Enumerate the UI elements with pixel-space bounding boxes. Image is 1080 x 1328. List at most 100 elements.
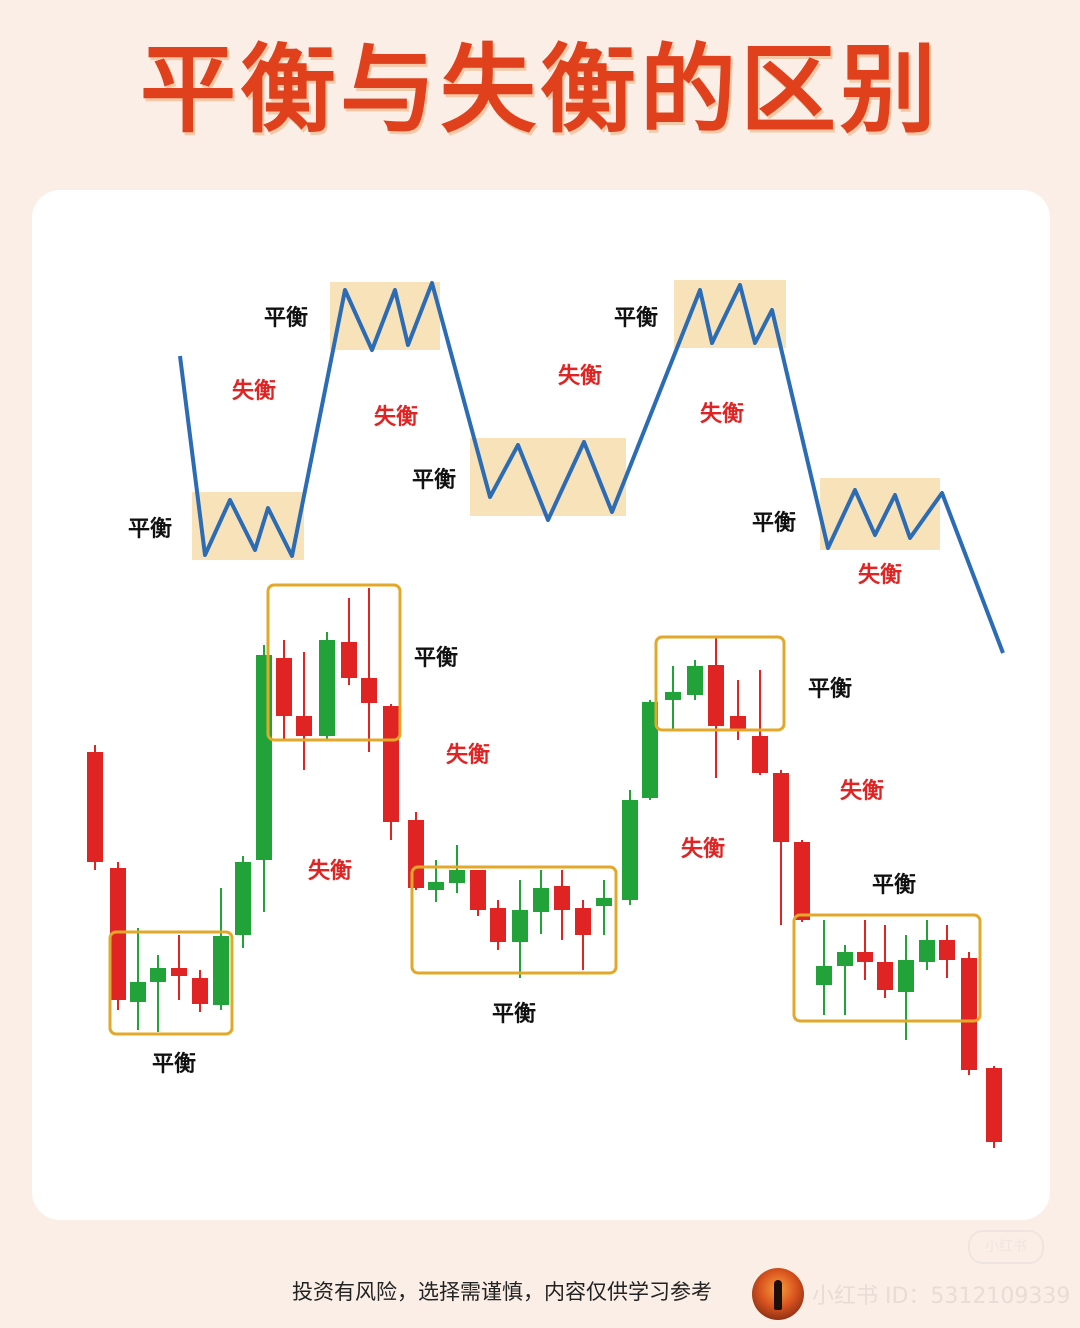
candle [256,645,272,912]
balance-zone-3 [470,438,626,516]
label-balance-6: 平衡 [152,1051,196,1076]
candle-body [939,940,955,960]
candle [687,660,703,700]
candle-body [130,982,146,1002]
candle [408,812,424,890]
candle-body [857,952,873,962]
candle [816,920,832,1015]
candle [554,870,570,940]
candle-body [171,968,187,976]
watermark-badge: 小红书 [968,1230,1044,1264]
candle [235,856,251,948]
avatar [752,1268,804,1320]
candle [708,638,724,778]
candle [898,935,914,1040]
label-imbalance-2: 失衡 [374,404,418,429]
price-path-line [178,281,1005,654]
candle-body [622,800,638,900]
candle [150,955,166,1032]
label-imbalance-6: 失衡 [308,858,352,883]
candle [919,920,935,970]
candle-body [730,716,746,730]
candle [986,1066,1002,1148]
candle-body [408,820,424,888]
candle-body [708,665,724,726]
label-balance-1: 平衡 [128,516,172,541]
label-imbalance-1: 失衡 [232,378,276,403]
watermark-text: 小红书 ID：5312109339 [812,1284,1071,1309]
candle [773,770,789,925]
balance-box-5 [792,913,982,1023]
footer: 投资有风险，选择需谨慎，内容仅供学习参考 小红书 ID：5312109339 [0,1268,1080,1320]
candle-body [986,1068,1002,1142]
candle-body [341,642,357,678]
candle [857,920,873,980]
candle [361,588,377,752]
candle [319,632,335,740]
candle [87,745,103,870]
diagram-panel [32,190,1050,1220]
label-balance-2: 平衡 [264,305,308,330]
disclaimer-text: 投资有风险，选择需谨慎，内容仅供学习参考 [292,1280,712,1304]
candle [276,640,292,740]
candle-body [687,666,703,695]
label-imbalance-9: 失衡 [840,778,884,803]
candle-body [554,886,570,910]
candle-body [794,842,810,920]
candle-body [877,962,893,990]
candle-body [470,870,486,910]
candle-body [87,752,103,862]
candle-body [296,716,312,736]
label-imbalance-7: 失衡 [446,742,490,767]
candle-body [235,862,251,935]
candle [470,870,486,916]
candle [512,880,528,978]
candle-body [533,888,549,912]
candle-body [596,898,612,906]
candle-body [490,908,506,942]
candle [961,952,977,1075]
candle [130,928,146,1030]
candle-body [816,966,832,985]
candle [449,845,465,893]
label-balance-9: 平衡 [808,676,852,701]
candle [939,925,955,978]
candle [533,870,549,934]
candle-body [319,640,335,736]
candle-body [449,870,465,883]
label-balance-7: 平衡 [414,645,458,670]
candle-body [361,678,377,703]
candle-body [773,773,789,842]
candle-body [575,908,591,935]
candle [171,935,187,1000]
candle [752,670,768,775]
balance-zone-4 [674,280,786,348]
candle [877,925,893,998]
page-title: 平衡与失衡的区别 [140,34,940,146]
balance-box-3 [410,865,618,975]
candle [642,700,658,800]
label-balance-10: 平衡 [872,872,916,897]
candle [213,888,229,1010]
candle-body [752,736,768,773]
candle [490,900,506,950]
candle-body [428,882,444,890]
candle-body [276,658,292,716]
candle [110,862,126,1010]
candle-body [512,910,528,942]
candle-body [837,952,853,966]
label-imbalance-4: 失衡 [700,401,744,426]
label-balance-4: 平衡 [614,305,658,330]
balance-zone-5 [820,478,940,550]
candle [596,880,612,935]
candle [192,970,208,1012]
candle-body [213,936,229,1005]
candle-body [642,702,658,798]
candle-body [383,706,399,822]
label-balance-5: 平衡 [752,510,796,535]
balance-box-4 [654,635,786,732]
candle-body [110,868,126,1000]
label-balance-8: 平衡 [492,1001,536,1026]
balance-box-1 [108,930,234,1036]
